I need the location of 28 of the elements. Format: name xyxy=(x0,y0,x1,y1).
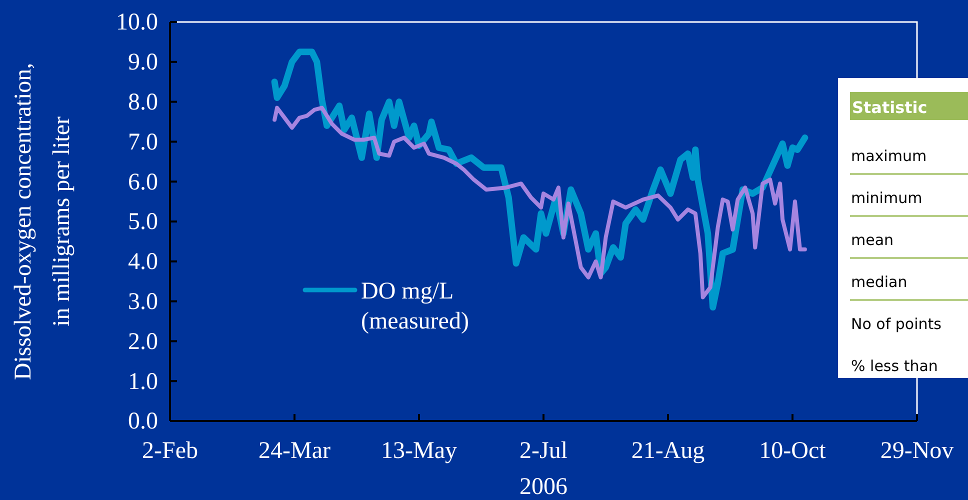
y-tick-label: 6.0 xyxy=(128,169,158,196)
y-tick-label: 4.0 xyxy=(128,249,158,276)
x-tick-label: 2-Feb xyxy=(142,438,198,464)
y-tick-label: 0.0 xyxy=(128,408,158,435)
y-tick-label: 9.0 xyxy=(128,50,158,76)
x-tick-label: 29-Nov xyxy=(880,438,954,464)
x-tick-label: 10-Oct xyxy=(759,438,826,464)
y-tick-label: 1.0 xyxy=(128,368,158,395)
y-tick-label: 2.0 xyxy=(128,328,158,355)
x-tick-label: 2-Jul xyxy=(520,438,568,464)
annotation: No of points xyxy=(851,315,942,333)
annotation: minimum xyxy=(851,189,922,207)
annotation: mean xyxy=(851,231,894,249)
y-tick-label: 7.0 xyxy=(128,129,158,156)
y-tick-label: 10.0 xyxy=(116,10,158,36)
y-axis-title: Dissolved-oxygen concentration, in milligrams per liter xyxy=(10,62,75,380)
annotation: median xyxy=(851,273,908,291)
text: Statistic xyxy=(852,98,928,117)
annotation: % less than xyxy=(851,357,938,375)
x-tick-label: 13-May xyxy=(381,438,457,464)
x-tick-label: 21-Aug xyxy=(631,438,705,464)
annotation: maximum xyxy=(851,147,927,165)
y-tick-label: 3.0 xyxy=(128,288,158,315)
x-axis-title: 2006 xyxy=(520,474,568,500)
y-tick-label: 5.0 xyxy=(128,209,158,236)
y-tick-label: 8.0 xyxy=(128,89,158,116)
legend-label: DO mg/L (measured) xyxy=(361,278,469,334)
x-tick-label: 24-Mar xyxy=(258,438,330,464)
